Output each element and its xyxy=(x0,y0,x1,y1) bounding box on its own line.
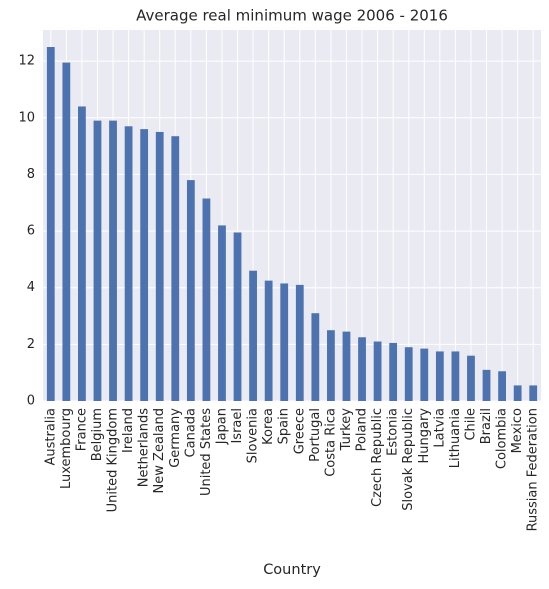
x-tick-label: Poland xyxy=(355,408,370,451)
x-tick-label: New Zealand xyxy=(152,408,167,493)
bar xyxy=(358,337,366,401)
x-tick-label: Slovenia xyxy=(246,408,261,463)
plot-area xyxy=(43,30,541,401)
bar xyxy=(202,198,211,401)
x-tick-label: Belgium xyxy=(90,408,105,461)
y-tick-label: 2 xyxy=(27,337,35,352)
chart-title: Average real minimum wage 2006 - 2016 xyxy=(136,7,448,25)
bar xyxy=(186,180,195,401)
x-tick-label: Greece xyxy=(292,408,307,454)
x-tick-label: Australia xyxy=(43,408,58,466)
x-tick-label: United Kingdom xyxy=(106,408,121,512)
x-tick-label: France xyxy=(74,408,89,451)
bar xyxy=(420,348,429,401)
bar xyxy=(342,331,351,401)
bar xyxy=(389,342,398,401)
bar xyxy=(451,351,460,401)
bar xyxy=(124,126,133,402)
bar xyxy=(140,129,149,401)
y-tick-label: 0 xyxy=(27,394,35,409)
x-tick-label: Ireland xyxy=(121,408,136,453)
x-tick-label: Canada xyxy=(183,408,198,457)
x-tick-label: Portugal xyxy=(308,408,323,462)
bar xyxy=(155,131,164,401)
bar xyxy=(264,280,273,401)
bar xyxy=(498,371,506,401)
x-tick-label: Estonia xyxy=(386,408,401,456)
bar xyxy=(280,283,289,401)
bar xyxy=(404,347,413,401)
x-tick-label: Japan xyxy=(214,408,229,445)
x-tick-label: Lithuania xyxy=(448,408,463,468)
x-tick-label: Czech Republic xyxy=(370,408,385,507)
bar xyxy=(327,330,335,401)
y-tick-label: 6 xyxy=(27,224,35,239)
bar xyxy=(435,351,444,401)
bar xyxy=(513,385,522,401)
x-tick-label: Costa Rica xyxy=(323,408,338,477)
bar xyxy=(482,369,491,401)
x-tick-label: Turkey xyxy=(339,408,354,452)
bar xyxy=(311,313,320,401)
bar xyxy=(233,232,242,401)
bar xyxy=(373,341,382,401)
y-tick-label: 4 xyxy=(27,280,35,295)
bar xyxy=(295,284,304,401)
x-tick-label: Luxembourg xyxy=(59,408,74,489)
x-tick-label: Korea xyxy=(261,408,276,445)
x-tick-label: Chile xyxy=(463,408,478,441)
bar xyxy=(467,355,475,401)
x-tick-label: Slovak Republic xyxy=(401,408,416,511)
bar xyxy=(46,46,55,401)
x-tick-label: Germany xyxy=(168,408,183,468)
bar xyxy=(249,270,257,401)
y-tick-label: 10 xyxy=(18,110,35,125)
bar xyxy=(218,225,226,401)
bar xyxy=(78,106,86,402)
x-tick-label: Mexico xyxy=(510,408,525,453)
x-tick-label: Netherlands xyxy=(137,408,152,487)
x-axis-label: Country xyxy=(263,562,321,578)
x-tick-label: Spain xyxy=(277,408,292,444)
bar xyxy=(93,120,102,402)
bar xyxy=(529,385,538,401)
x-tick-label: Israel xyxy=(230,408,245,444)
x-tick-label: Hungary xyxy=(417,408,432,464)
bar xyxy=(109,120,117,402)
y-tick-label: 12 xyxy=(18,54,35,69)
x-tick-label: Russian Federation xyxy=(526,408,541,531)
x-tick-label: United States xyxy=(199,408,214,496)
x-tick-label: Colombia xyxy=(495,408,510,469)
y-tick-label: 8 xyxy=(27,167,35,182)
x-tick-label: Latvia xyxy=(432,408,447,448)
bar xyxy=(171,136,180,402)
x-tick-label: Brazil xyxy=(479,408,494,444)
bar xyxy=(62,62,71,402)
